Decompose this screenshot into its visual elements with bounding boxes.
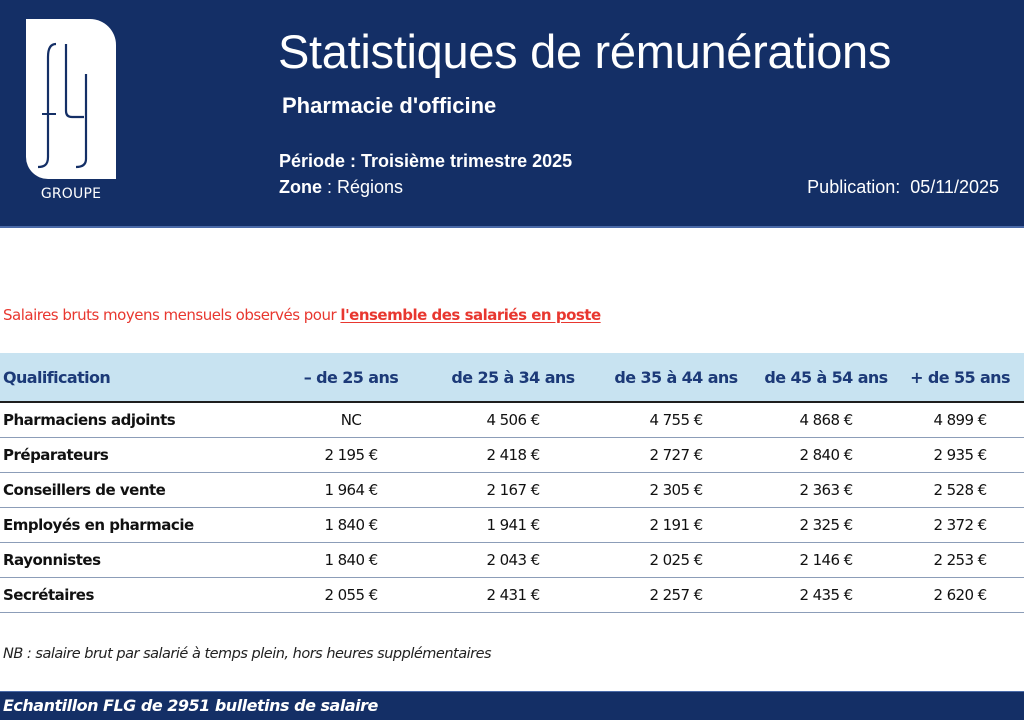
value-cell: 4 755 € [649,411,703,429]
period-label: Période : Troisième trimestre 2025 [279,151,573,171]
table-header-row: Qualification – de 25 ans de 25 à 34 ans… [0,353,1024,403]
page-title: Statistiques de rémunérations [278,25,892,78]
value-cell: 2 305 € [649,481,703,499]
table-row: Rayonnistes 1 840 € 2 043 € 2 025 € 2 14… [0,543,1024,578]
value-cell: 1 840 € [324,551,378,569]
qualification-cell: Pharmaciens adjoints [3,411,176,429]
logo-caption: GROUPE [40,186,102,202]
intro-text: Salaires bruts moyens mensuels observés … [3,306,601,324]
header-divider [0,226,1024,228]
value-cell: 2 363 € [799,481,853,499]
value-cell: 2 191 € [649,516,703,534]
value-cell: 2 431 € [486,586,540,604]
table-row: Préparateurs 2 195 € 2 418 € 2 727 € 2 8… [0,438,1024,473]
sample-size-text: Echantillon FLG de 2951 bulletins de sal… [3,696,378,715]
value-cell: 4 868 € [799,411,853,429]
table-row: Pharmaciens adjoints NC 4 506 € 4 755 € … [0,403,1024,438]
value-cell: 2 257 € [649,586,703,604]
value-cell: 2 727 € [649,446,703,464]
value-cell: 2 528 € [933,481,987,499]
value-cell: 1 941 € [486,516,540,534]
publication-info: Publication: 05/11/2025 [807,177,999,198]
value-cell: 2 435 € [799,586,853,604]
value-cell: 1 840 € [324,516,378,534]
column-header-45-54: de 45 à 54 ans [764,367,888,387]
footnote: NB : salaire brut par salarié à temps pl… [3,646,492,662]
value-cell: 2 372 € [933,516,987,534]
value-cell: 2 167 € [486,481,540,499]
qualification-cell: Secrétaires [3,586,94,604]
report-header [0,0,1024,227]
intro-emphasis: l'ensemble des salariés en poste [340,306,601,324]
qualification-cell: Employés en pharmacie [3,516,194,534]
qualification-cell: Conseillers de vente [3,481,166,499]
value-cell: 4 899 € [933,411,987,429]
intro-lead: Salaires bruts moyens mensuels observés … [3,306,341,324]
publication-date: 05/11/2025 [910,177,999,197]
qualification-cell: Préparateurs [3,446,109,464]
zone-key: Zone [279,177,322,197]
flg-logo [26,19,116,179]
sample-footer: Echantillon FLG de 2951 bulletins de sal… [0,691,1024,720]
column-header-35-44: de 35 à 44 ans [614,367,738,387]
column-header-25-34: de 25 à 34 ans [451,367,575,387]
table-row: Employés en pharmacie 1 840 € 1 941 € 2 … [0,508,1024,543]
value-cell: 2 840 € [799,446,853,464]
value-cell: 2 325 € [799,516,853,534]
value-cell: 2 146 € [799,551,853,569]
flg-logo-icon [37,42,88,169]
value-cell: NC [340,411,362,429]
value-cell: 2 935 € [933,446,987,464]
qualification-cell: Rayonnistes [3,551,101,569]
table-row: Secrétaires 2 055 € 2 431 € 2 257 € 2 43… [0,578,1024,613]
page-subtitle: Pharmacie d'officine [282,93,497,118]
value-cell: 2 195 € [324,446,378,464]
value-cell: 2 043 € [486,551,540,569]
zone-label: Zone : Régions [279,177,403,198]
salary-table: Qualification – de 25 ans de 25 à 34 ans… [0,353,1024,613]
value-cell: 2 055 € [324,586,378,604]
value-cell: 2 620 € [933,586,987,604]
value-cell: 1 964 € [324,481,378,499]
value-cell: 4 506 € [486,411,540,429]
value-cell: 2 253 € [933,551,987,569]
zone-value: : Régions [322,177,404,197]
column-header-over-55: + de 55 ans [910,367,1010,387]
publication-label: Publication: [807,177,901,197]
column-header-under-25: – de 25 ans [303,367,399,387]
value-cell: 2 025 € [649,551,703,569]
column-header-qualification: Qualification [3,367,111,387]
table-row: Conseillers de vente 1 964 € 2 167 € 2 3… [0,473,1024,508]
value-cell: 2 418 € [486,446,540,464]
